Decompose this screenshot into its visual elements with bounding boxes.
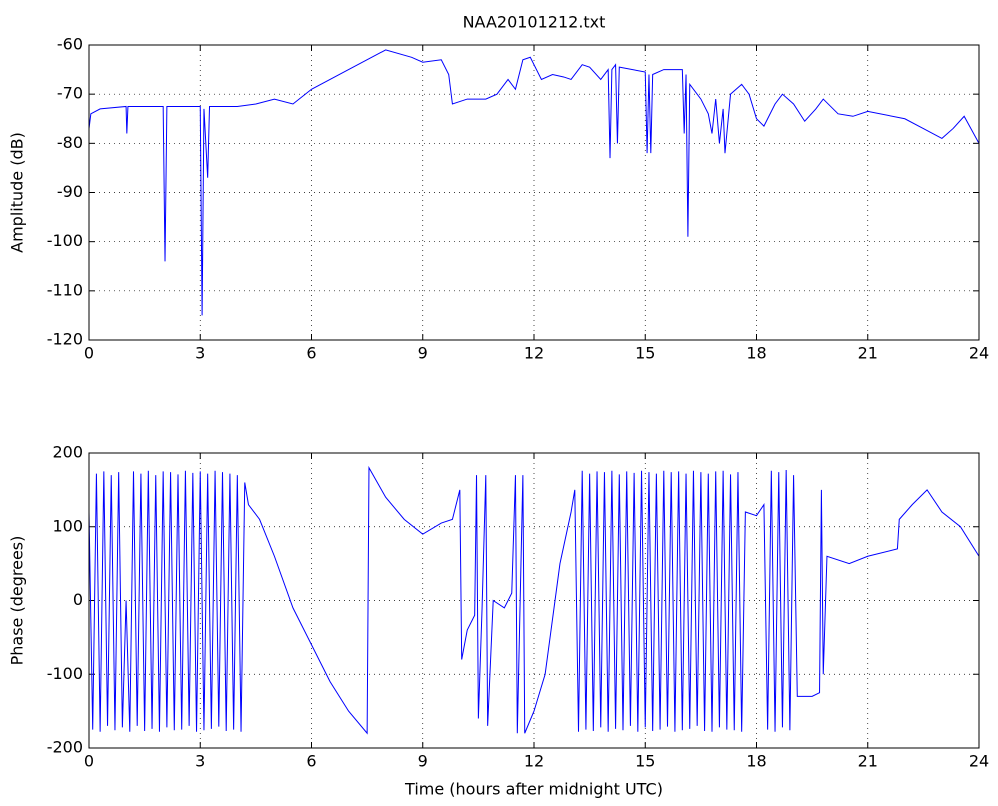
x-tick-label: 18 bbox=[746, 344, 766, 363]
x-tick-label: 21 bbox=[858, 344, 878, 363]
x-tick-label: 0 bbox=[84, 344, 94, 363]
y-tick-label: -60 bbox=[57, 35, 83, 54]
x-tick-label: 15 bbox=[635, 752, 655, 771]
y-tick-label: -90 bbox=[57, 182, 83, 201]
y-tick-label: -100 bbox=[47, 664, 83, 683]
x-tick-label: 6 bbox=[306, 344, 316, 363]
x-tick-label: 18 bbox=[746, 752, 766, 771]
x-tick-label: 15 bbox=[635, 344, 655, 363]
x-tick-label: 6 bbox=[306, 752, 316, 771]
axes-frame bbox=[88, 44, 980, 341]
data-line bbox=[88, 49, 980, 316]
y-tick-label: -80 bbox=[57, 133, 83, 152]
y-tick-label: -70 bbox=[57, 84, 83, 103]
x-tick-label: 24 bbox=[969, 344, 989, 363]
y-axis-label: Amplitude (dB) bbox=[8, 132, 27, 253]
x-tick-label: 21 bbox=[858, 752, 878, 771]
y-axis-label: Phase (degrees) bbox=[8, 536, 27, 666]
x-axis-label: Time (hours after midnight UTC) bbox=[404, 780, 663, 799]
x-tick-label: 3 bbox=[195, 752, 205, 771]
y-tick-label: -100 bbox=[47, 231, 83, 250]
y-tick-label: 0 bbox=[73, 590, 83, 609]
x-tick-label: 0 bbox=[84, 752, 94, 771]
chart-title: NAA20101212.txt bbox=[463, 13, 606, 32]
x-tick-label: 9 bbox=[418, 344, 428, 363]
y-tick-label: -110 bbox=[47, 280, 83, 299]
x-tick-label: 12 bbox=[524, 344, 544, 363]
y-tick-label: 100 bbox=[52, 516, 83, 535]
x-tick-label: 3 bbox=[195, 344, 205, 363]
data-line bbox=[88, 465, 980, 735]
x-tick-label: 9 bbox=[418, 752, 428, 771]
x-tick-label: 24 bbox=[969, 752, 989, 771]
y-tick-label: -120 bbox=[47, 330, 83, 349]
y-tick-label: 200 bbox=[52, 443, 83, 462]
x-tick-label: 12 bbox=[524, 752, 544, 771]
axes-frame bbox=[88, 452, 980, 749]
y-tick-label: -200 bbox=[47, 738, 83, 757]
